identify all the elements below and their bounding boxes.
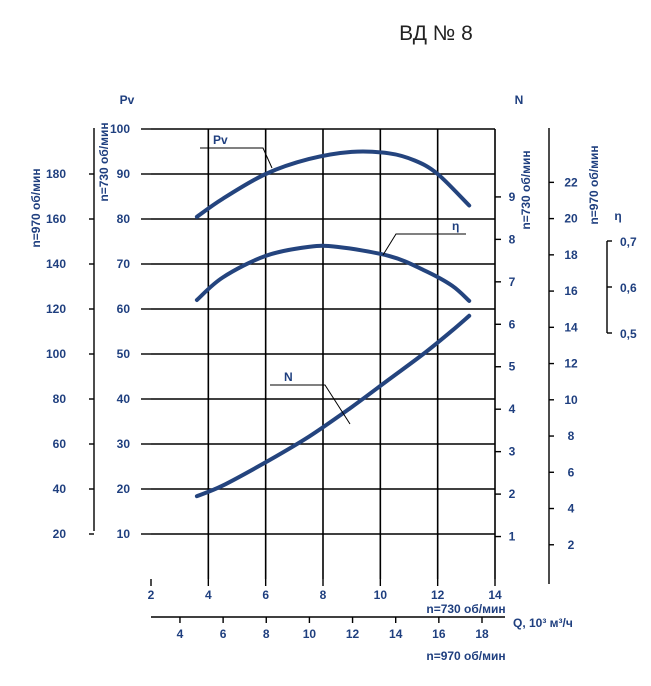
- y-axis-n-970: 2 4 6 8 10 12 14 16 18 20 22: [548, 128, 578, 584]
- y-axis-pv-970-tick-label: 120: [46, 302, 66, 316]
- y-axis-n-730-tick-label: 1: [509, 530, 516, 544]
- y-axis-n-970-tick-label: 6: [568, 465, 575, 479]
- chart-series: [194, 149, 472, 499]
- y-axis-n-970-tick-label: 8: [568, 429, 575, 443]
- y-axis-pv-970-tick-label: 100: [46, 347, 66, 361]
- plot-grid: [151, 128, 496, 579]
- y-axis-n-970-tick-label: 18: [564, 248, 578, 262]
- x-axis-730: 2 4 6 8 10 12 14: [148, 579, 502, 602]
- y-axis-pv-730-tick-label: 90: [117, 167, 131, 181]
- y-axis-pv-970-label: n=970 об/мин: [29, 168, 43, 247]
- x-quantity-label: Q, 10³ м³/ч: [513, 616, 573, 630]
- y-axis-n-970-tick-label: 20: [564, 212, 578, 226]
- x-axis-970-label: n=970 об/мин: [426, 649, 505, 663]
- y-axis-pv-730-tick-label: 10: [117, 527, 131, 541]
- y-axis-eta-tick-label: 0,6: [620, 281, 637, 295]
- y-axis-pv-970-tick-label: 40: [53, 482, 67, 496]
- y-axis-pv-970-tick-label: 80: [53, 392, 67, 406]
- y-axis-pv-730-tick-label: 30: [117, 437, 131, 451]
- y-axis-pv-970-tick-label: 20: [53, 527, 67, 541]
- y-axis-pv-730-tick-label: 40: [117, 392, 131, 406]
- series-eta-line: [194, 243, 472, 303]
- y-axis-n-730-tick-label: 5: [509, 360, 516, 374]
- y-axis-pv-730-tick-label: 100: [110, 122, 130, 136]
- y-axis-n-730-tick-label: 7: [509, 275, 516, 289]
- series-pv-label: Pv: [213, 133, 228, 147]
- y-axis-n-970-tick-label: 4: [568, 502, 575, 516]
- x-axis-970-tick-label: 6: [220, 627, 227, 641]
- y-axis-eta-tick-label: 0,7: [620, 235, 637, 249]
- y-axis-n-730-label: n=730 об/мин: [519, 150, 533, 229]
- y-axis-pv-730-tick-label: 60: [117, 302, 131, 316]
- x-axis-730-tick-label: 4: [205, 588, 212, 602]
- y-axis-n-970-tick-label: 14: [564, 320, 578, 334]
- x-axis-970-tick-label: 12: [346, 627, 360, 641]
- x-axis-970-tick-label: 4: [177, 627, 184, 641]
- series-n-label: N: [284, 370, 293, 384]
- y-axis-n-730-tick-label: 4: [509, 402, 516, 416]
- series-eta-leader: [382, 233, 466, 256]
- x-axis-730-tick-label: 6: [262, 588, 269, 602]
- y-axis-pv-730-label: n=730 об/мин: [97, 122, 111, 201]
- y-axis-pv-970-tick-label: 180: [46, 167, 66, 181]
- y-axis-n-730: 1 2 3 4 5 6 7 8 9: [495, 190, 516, 544]
- y-axis-pv-730-tick-label: 20: [117, 482, 131, 496]
- series-pv-line: [194, 149, 472, 219]
- y-axis-n-970-label: n=970 об/мин: [587, 145, 601, 224]
- x-axis-970-tick-label: 8: [263, 627, 270, 641]
- y-axis-pv-730: 10 20 30 40 50 60 70 80 90 100: [110, 122, 151, 541]
- x-axis-730-tick-label: 8: [320, 588, 327, 602]
- x-axis-730-tick-label: 12: [431, 588, 445, 602]
- x-axis-970-tick-label: 14: [389, 627, 403, 641]
- y-axis-pv-header: Pv: [120, 93, 135, 107]
- y-axis-pv-970: 20 40 60 80 100 120 140 160 180: [46, 128, 95, 541]
- x-axis-730-label: n=730 об/мин: [426, 602, 505, 616]
- y-axis-n-970-tick-label: 12: [564, 357, 578, 371]
- y-axis-eta-header: η: [614, 209, 621, 223]
- y-axis-pv-730-tick-label: 50: [117, 347, 131, 361]
- y-axis-eta-tick-label: 0,5: [620, 327, 637, 341]
- x-axis-730-tick-label: 14: [488, 588, 502, 602]
- x-axis-730-tick-label: 2: [148, 588, 155, 602]
- y-axis-pv-730-tick-label: 70: [117, 257, 131, 271]
- x-axis-730-tick-label: 10: [374, 588, 388, 602]
- x-axis-970-tick-label: 16: [432, 627, 446, 641]
- y-axis-pv-970-tick-label: 140: [46, 257, 66, 271]
- series-n-line: [194, 313, 472, 499]
- y-axis-eta: 0,5 0,6 0,7: [606, 235, 637, 341]
- series-labels: Pv η N: [200, 133, 466, 425]
- y-axis-n-970-tick-label: 2: [568, 538, 575, 552]
- series-n-leader: [270, 384, 351, 425]
- x-axis-970-tick-label: 18: [475, 627, 489, 641]
- y-axis-n-730-tick-label: 9: [509, 190, 516, 204]
- series-eta-label: η: [452, 219, 459, 233]
- y-axis-n-970-tick-label: 16: [564, 284, 578, 298]
- y-axis-n-header: N: [515, 93, 524, 107]
- y-axis-n-730-tick-label: 8: [509, 232, 516, 246]
- y-axis-pv-730-tick-label: 80: [117, 212, 131, 226]
- y-axis-n-730-tick-label: 3: [509, 445, 516, 459]
- y-axis-n-970-tick-label: 10: [564, 393, 578, 407]
- y-axis-n-970-tick-label: 22: [564, 175, 578, 189]
- series-pv-leader: [200, 147, 273, 169]
- y-axis-pv-970-tick-label: 160: [46, 212, 66, 226]
- x-axis-970-tick-label: 10: [303, 627, 317, 641]
- y-axis-n-730-tick-label: 2: [509, 487, 516, 501]
- chart-title: ВД № 8: [399, 22, 473, 45]
- x-axis-970: 4 6 8 10 12 14 16 18: [151, 616, 505, 641]
- y-axis-n-730-tick-label: 6: [509, 317, 516, 331]
- y-axis-pv-970-tick-label: 60: [53, 437, 67, 451]
